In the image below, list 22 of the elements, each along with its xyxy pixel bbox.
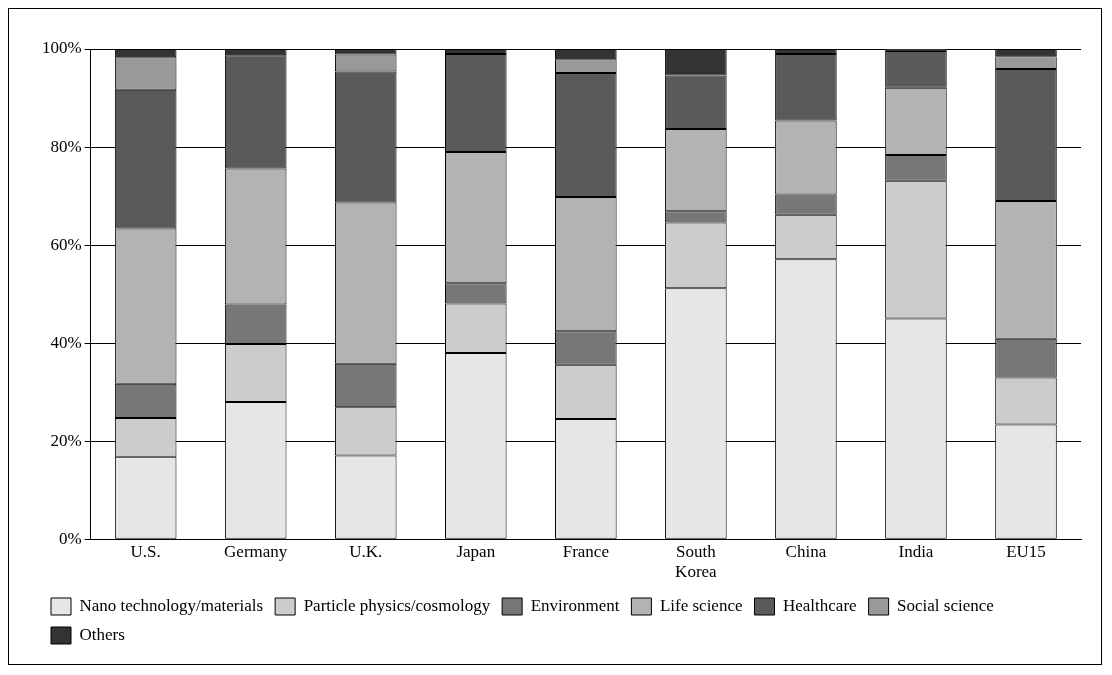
- x-tick-label: South Korea: [675, 541, 718, 582]
- y-tick-label: 20%: [50, 430, 82, 450]
- x-tick-label: China: [785, 541, 827, 561]
- y-tick-label: 40%: [50, 332, 82, 352]
- x-tick-label: India: [898, 541, 934, 561]
- legend-label: Environment: [530, 595, 620, 615]
- x-tick-label: Japan: [456, 541, 496, 561]
- x-tick-label: U.S.: [130, 541, 161, 561]
- x-tick-label: U.K.: [349, 541, 383, 561]
- legend-label: Nano technology/materials: [79, 595, 264, 615]
- x-tick-label: Germany: [224, 541, 288, 561]
- legend-label: Particle physics/cosmology: [303, 595, 491, 615]
- y-tick-label: 100%: [41, 38, 82, 58]
- y-tick-label: 80%: [50, 136, 82, 156]
- legend-label: Social science: [897, 595, 994, 615]
- legend-label: Life science: [659, 595, 743, 615]
- y-tick-label: 0%: [58, 528, 82, 548]
- x-tick-label: France: [562, 541, 609, 561]
- x-tick-label: EU15: [1006, 541, 1046, 561]
- legend-label: Healthcare: [782, 595, 857, 615]
- legend-label: Others: [79, 624, 125, 644]
- y-tick-label: 60%: [50, 234, 82, 254]
